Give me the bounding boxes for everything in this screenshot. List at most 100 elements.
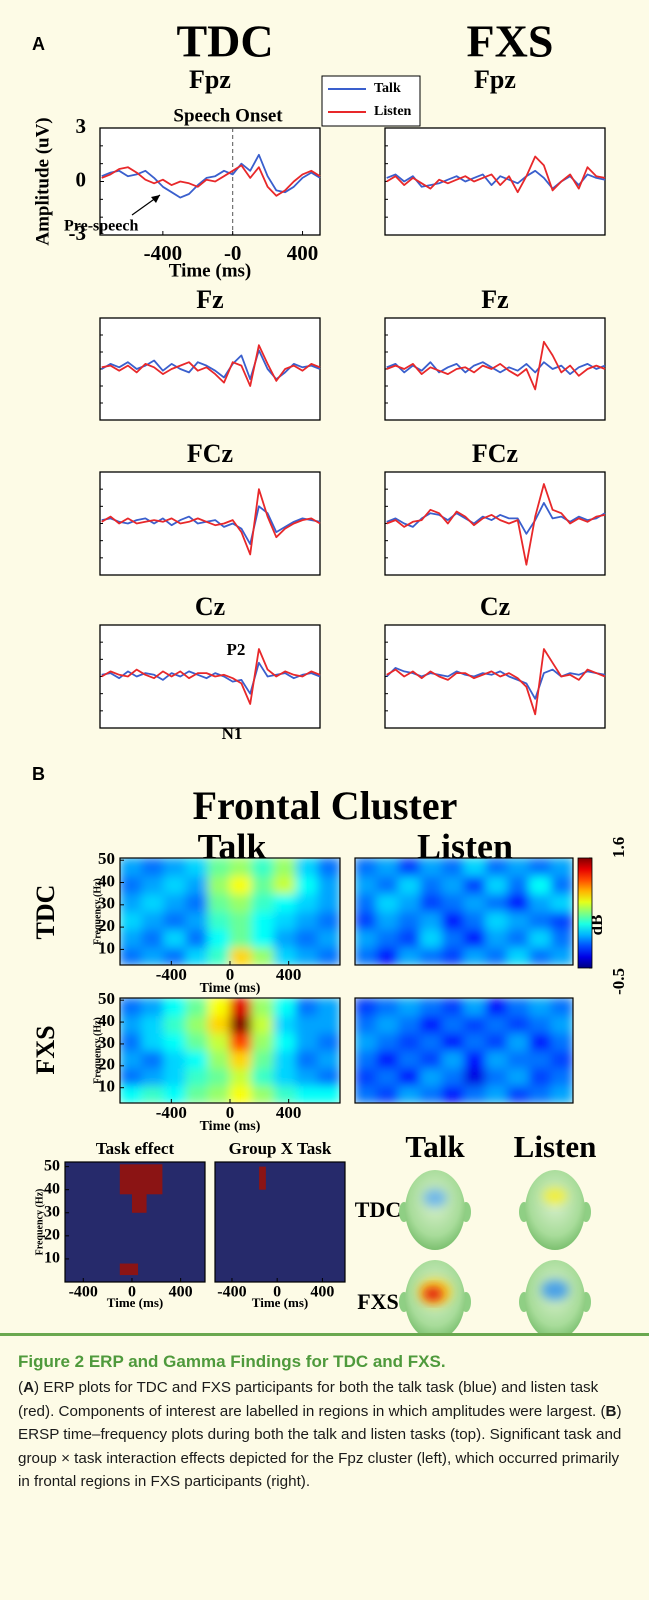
heatmap-cell xyxy=(141,946,165,965)
heatmap-cell xyxy=(463,893,487,912)
x-tick-label: 400 xyxy=(287,241,319,265)
heatmap-cell xyxy=(528,858,552,877)
heatmap-cell xyxy=(355,1032,378,1051)
topo-row-title: TDC xyxy=(355,1197,401,1222)
heatmap-cell xyxy=(185,911,209,930)
heatmap-cell xyxy=(317,1050,340,1069)
heatmap-cell xyxy=(485,1015,509,1034)
heatmap-cell xyxy=(120,893,143,912)
heatmap-cell xyxy=(273,911,297,930)
heatmap-cell xyxy=(273,946,297,965)
x-tick-label: 400 xyxy=(276,1103,302,1122)
heatmap-cell xyxy=(485,858,509,877)
significant-region xyxy=(119,1164,163,1195)
heatmap-cell xyxy=(485,1050,509,1069)
heatmap-cell xyxy=(120,875,143,895)
heatmap-cell xyxy=(207,911,231,930)
heatmap-cell xyxy=(355,875,378,895)
heatmap-cell xyxy=(120,1067,143,1086)
heatmap-cell xyxy=(528,1050,552,1069)
heatmap-cell xyxy=(185,1067,209,1086)
heatmap-cell xyxy=(419,928,443,948)
heatmap-cell xyxy=(120,1015,143,1034)
heatmap-cell xyxy=(141,893,165,912)
heatmap-cell xyxy=(163,998,187,1016)
heatmap-cell xyxy=(141,1050,165,1069)
row-title: TDC xyxy=(31,885,60,940)
colorbar-tick-label: -0.5 xyxy=(609,968,628,995)
x-axis-label: Time (ms) xyxy=(200,981,261,996)
heatmap-cell xyxy=(207,1067,231,1086)
y-tick-label: 20 xyxy=(98,1055,115,1074)
heatmap-cell xyxy=(419,875,443,895)
heatmap-cell xyxy=(229,928,253,948)
figure: A TDC FXS B Frontal Cluster Talk Listen … xyxy=(31,16,628,1333)
heatmap-cell xyxy=(251,1015,275,1034)
heatmap-cell xyxy=(507,928,530,948)
heatmap-cell xyxy=(317,928,340,948)
heatmap-cell xyxy=(398,1050,421,1069)
heatmap-cell xyxy=(550,1067,573,1086)
cluster-title: Frontal Cluster xyxy=(193,783,458,828)
heatmap-cell xyxy=(207,1032,231,1051)
heatmap-cell xyxy=(355,946,378,965)
heatmap-cell xyxy=(207,893,231,912)
y-tick-label: 40 xyxy=(98,871,115,890)
heatmap-cell xyxy=(463,858,487,877)
y-tick-label: 0 xyxy=(76,167,87,191)
heatmap-cell xyxy=(120,1050,143,1069)
heatmap-cell xyxy=(185,928,209,948)
heatmap-cells xyxy=(120,858,340,965)
heatmap-cell xyxy=(251,1085,275,1103)
heatmap-cell xyxy=(376,875,400,895)
series-line xyxy=(386,648,606,716)
chart-title: Fz xyxy=(481,285,508,314)
heatmap-cell xyxy=(419,1032,443,1051)
heatmap-cell xyxy=(273,998,297,1016)
annotation: Pre-speech xyxy=(64,218,138,235)
plot-frame xyxy=(354,997,574,1104)
heatmap-cell xyxy=(550,875,573,895)
chart-title: Fz xyxy=(196,285,223,314)
heatmap-cell xyxy=(376,1085,400,1103)
y-tick-label: 50 xyxy=(44,1157,60,1174)
heatmap-cell xyxy=(485,1032,509,1051)
y-tick-label: 3 xyxy=(76,114,87,138)
heatmap-cell xyxy=(229,998,253,1016)
heatmap-cell xyxy=(441,875,465,895)
y-axis-label: Frequency (Hz) xyxy=(34,1189,45,1256)
heatmap-cell xyxy=(273,1015,297,1034)
heatmap-cell xyxy=(507,946,530,965)
significant-region xyxy=(119,1263,139,1276)
caption: Figure 2 ERP and Gamma Findings for TDC … xyxy=(0,1333,649,1600)
series-line xyxy=(101,488,321,556)
heatmap-cell xyxy=(163,1050,187,1069)
y-tick-label: 40 xyxy=(98,1011,115,1030)
heatmap-cell xyxy=(485,893,509,912)
y-tick-label: 50 xyxy=(98,849,115,868)
heatmap xyxy=(355,858,573,965)
heatmap-cell xyxy=(355,893,378,912)
x-tick-label: 0 xyxy=(273,1284,281,1301)
heatmap-cell xyxy=(463,1085,487,1103)
heatmap-cell xyxy=(355,1050,378,1069)
scalp-map xyxy=(399,1170,471,1250)
heatmap-cell xyxy=(317,946,340,965)
heatmap-cell xyxy=(441,911,465,930)
heatmap-cell xyxy=(141,928,165,948)
y-tick-label: 20 xyxy=(98,916,115,935)
heatmap-cell xyxy=(207,875,231,895)
heatmap-cell xyxy=(229,1067,253,1086)
heatmap-cell xyxy=(528,928,552,948)
heatmap-cell xyxy=(528,1015,552,1034)
chart-title: Group X Task xyxy=(229,1139,332,1158)
plot-background xyxy=(214,1161,346,1283)
heatmap-cell xyxy=(295,1015,319,1034)
heatmap-cell xyxy=(550,1032,573,1051)
heatmap-cell xyxy=(463,1067,487,1086)
group-title: FXS xyxy=(467,16,554,67)
heatmap-cell xyxy=(141,1015,165,1034)
heatmap-cell xyxy=(463,1032,487,1051)
caption-text: ) ERP plots for TDC and FXS participants… xyxy=(18,1379,606,1420)
heatmap-cell xyxy=(295,1085,319,1103)
